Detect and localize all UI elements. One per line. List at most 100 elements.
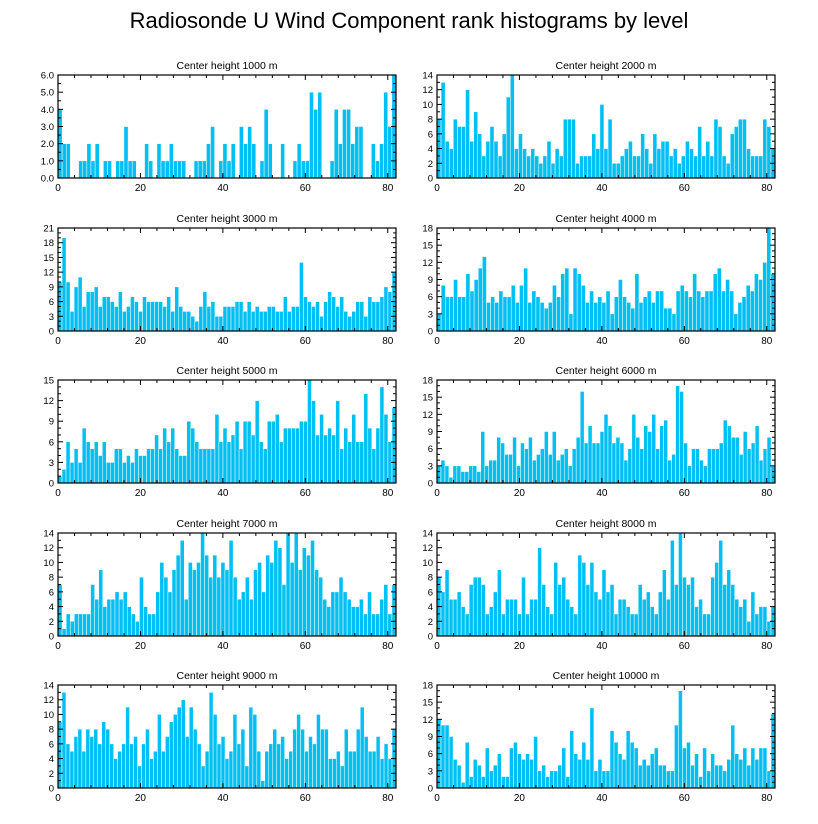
histogram-bar <box>271 306 276 332</box>
histogram-bar <box>144 143 149 179</box>
histogram-bar <box>350 606 356 637</box>
histogram-bar <box>702 747 707 789</box>
histogram-bar <box>61 628 67 637</box>
y-tick-label: 12 <box>422 715 433 726</box>
histogram-bar <box>114 448 119 484</box>
histogram-bar <box>436 313 442 332</box>
histogram-bar <box>302 547 307 637</box>
histogram-bar <box>226 306 232 332</box>
histogram-bar <box>691 448 696 484</box>
histogram-bar <box>61 237 67 332</box>
histogram-bar <box>216 576 222 637</box>
histogram-bar <box>746 764 752 789</box>
histogram-bar <box>324 728 329 789</box>
x-tick-label: 0 <box>434 793 440 804</box>
histogram-bar <box>707 448 712 484</box>
histogram-bar <box>667 459 672 484</box>
histogram-bar <box>259 160 265 179</box>
histogram-bar <box>693 155 698 179</box>
histogram-bar <box>319 414 324 484</box>
histogram-bar <box>625 606 631 637</box>
histogram-bar <box>322 598 328 637</box>
histogram-bar <box>700 296 706 332</box>
histogram-bar <box>133 736 138 789</box>
histogram-bar <box>375 160 380 179</box>
histogram-bar <box>363 393 369 484</box>
histogram-bar <box>477 133 483 179</box>
histogram-bar <box>687 465 692 484</box>
histogram-bar <box>509 747 514 789</box>
histogram-bar <box>371 750 377 789</box>
histogram-bar <box>492 459 497 484</box>
histogram-bar <box>254 306 260 332</box>
histogram-bar <box>633 747 639 789</box>
histogram-bar <box>766 621 772 637</box>
histogram-bar <box>554 148 560 179</box>
histogram-bar <box>101 721 106 789</box>
histogram-bar <box>256 750 262 789</box>
histogram-bar <box>750 155 755 179</box>
histogram-bar <box>621 598 627 637</box>
y-tick-label: 6 <box>49 437 54 448</box>
histogram-bar <box>524 448 529 484</box>
histogram-bar <box>473 111 478 179</box>
y-tick-label: 6 <box>428 587 433 598</box>
histogram-bar <box>147 613 152 637</box>
histogram-bar <box>354 126 360 179</box>
histogram-bar <box>122 462 127 484</box>
histogram-bar <box>456 591 462 637</box>
y-tick-label: 0 <box>428 784 433 795</box>
panel-3: Center height 3000 m 0 20 40 60 80 0 3 6 9 12 15 18 2… <box>43 213 397 347</box>
histogram-bar <box>641 598 647 637</box>
histogram-bar <box>279 311 284 332</box>
x-tick-label: 60 <box>679 183 691 194</box>
histogram-bar <box>289 562 295 637</box>
histogram-bar <box>605 591 611 637</box>
histogram-bar <box>652 133 658 179</box>
histogram-bar <box>477 267 483 332</box>
histogram-bar <box>242 311 248 332</box>
histogram-bar <box>323 301 328 332</box>
panel-title: Center height 6000 m <box>556 365 657 377</box>
histogram-bar <box>93 728 99 789</box>
histogram-bar <box>204 554 209 637</box>
histogram-bar <box>269 562 275 637</box>
histogram-bar <box>166 441 171 484</box>
histogram-bar <box>174 448 179 484</box>
histogram-bar <box>678 690 683 789</box>
histogram-bar <box>461 126 466 179</box>
histogram-bar <box>312 743 317 789</box>
histogram-bar <box>65 441 71 484</box>
x-tick-label: 0 <box>55 336 61 347</box>
histogram-bar <box>367 750 373 789</box>
histogram-bar <box>210 448 216 484</box>
histogram-bar <box>674 724 679 789</box>
histogram-bar <box>711 448 716 484</box>
histogram-bar <box>154 434 159 484</box>
y-tick-label: 0 <box>49 327 54 338</box>
panel-4: Center height 4000 m 0 20 40 60 80 0 3 6 9 12 15 18 <box>422 213 776 347</box>
y-tick-label: 15 <box>43 376 54 387</box>
histogram-bar <box>367 427 373 484</box>
y-tick-label: 2 <box>428 159 433 170</box>
histogram-bar <box>245 576 250 637</box>
histogram-bar <box>585 584 591 637</box>
histogram-bar <box>332 758 337 789</box>
histogram-bar <box>593 591 599 637</box>
histogram-bar <box>613 296 619 332</box>
histogram-bar <box>508 454 513 484</box>
histogram-bar <box>206 143 211 179</box>
histogram-bar <box>359 706 365 789</box>
histogram-bar <box>667 307 673 332</box>
histogram-bar <box>73 448 79 484</box>
histogram-bar <box>704 290 710 332</box>
y-tick-label: 8 <box>428 115 433 126</box>
histogram-bar <box>531 290 537 332</box>
histogram-bar <box>597 598 603 637</box>
histogram-bar <box>177 706 182 789</box>
histogram-bar <box>145 728 150 789</box>
histogram-bar <box>623 459 629 484</box>
histogram-bar <box>549 770 554 789</box>
histogram-bar <box>254 400 260 484</box>
y-tick-label: 4 <box>49 602 54 613</box>
